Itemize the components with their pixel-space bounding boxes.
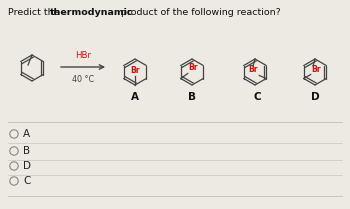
Text: Br: Br: [312, 65, 321, 74]
Text: A: A: [23, 129, 30, 139]
Text: D: D: [23, 161, 31, 171]
Text: product of the following reaction?: product of the following reaction?: [118, 8, 281, 17]
Text: Br: Br: [248, 65, 257, 74]
Text: D: D: [311, 92, 319, 102]
Text: HBr: HBr: [75, 51, 91, 60]
Text: Br: Br: [130, 66, 140, 75]
Text: 40 °C: 40 °C: [72, 75, 94, 84]
Text: Predict the: Predict the: [8, 8, 63, 17]
Text: B: B: [23, 146, 30, 156]
Text: C: C: [23, 176, 30, 186]
Text: A: A: [131, 92, 139, 102]
Text: B: B: [188, 92, 196, 102]
Text: C: C: [253, 92, 261, 102]
Text: thermodynamic: thermodynamic: [50, 8, 133, 17]
Text: Br: Br: [189, 64, 198, 73]
